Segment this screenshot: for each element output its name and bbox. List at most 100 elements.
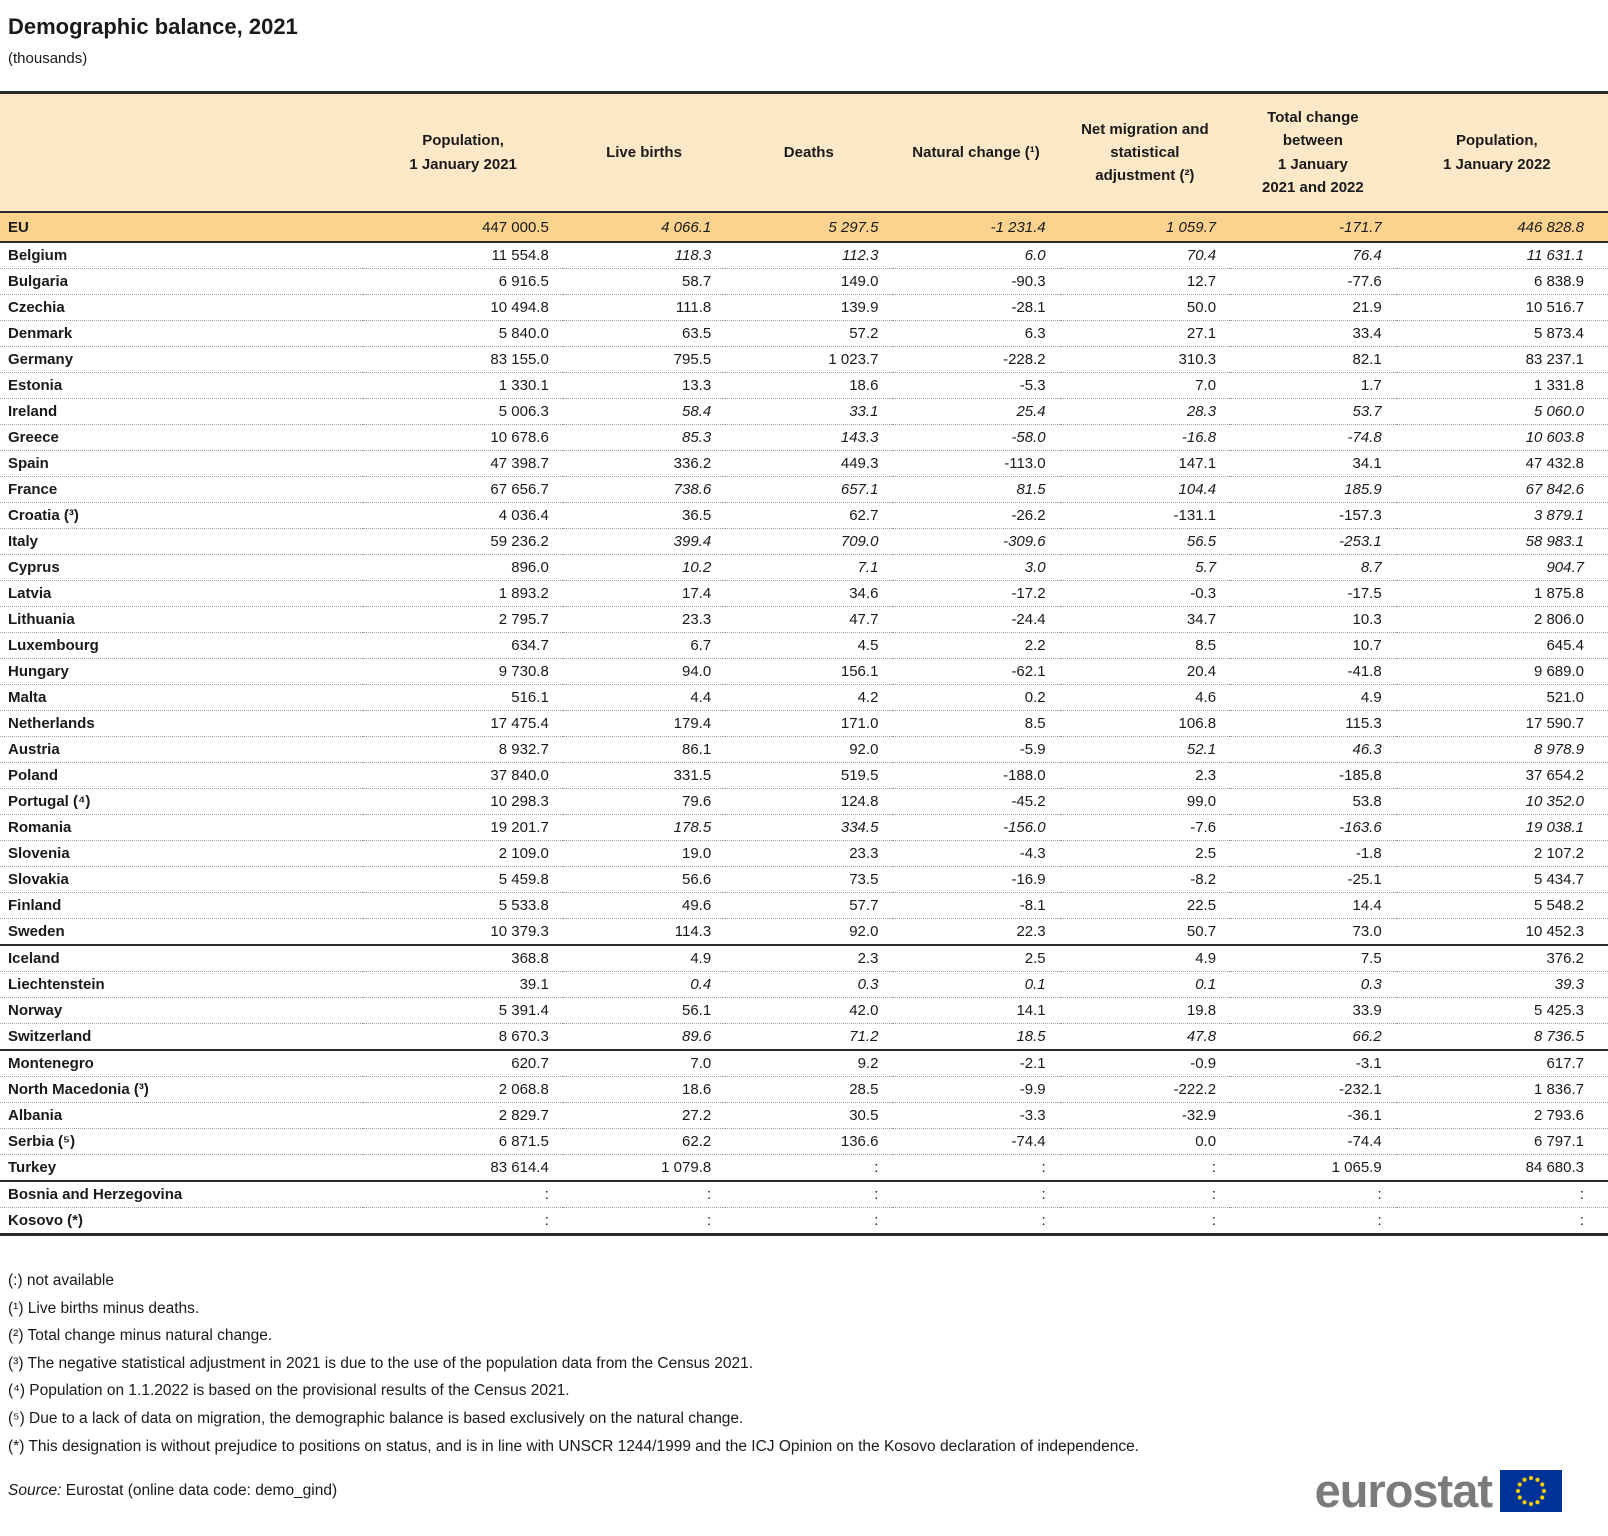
country-cell: Croatia (³) — [0, 502, 364, 529]
value-cell: 185.9 — [1230, 476, 1396, 503]
value-cell: 1 059.7 — [1059, 212, 1231, 243]
value-cell: 19 201.7 — [363, 814, 563, 841]
value-cell: 73.5 — [725, 866, 893, 893]
value-cell: 1 065.9 — [1230, 1154, 1396, 1182]
value-cell: : — [892, 1154, 1060, 1182]
value-cell: 6.7 — [562, 632, 726, 659]
value-cell: 449.3 — [725, 450, 893, 477]
value-cell: 4.9 — [562, 945, 726, 972]
value-cell: -36.1 — [1230, 1102, 1396, 1129]
table-row: Serbia (⁵) 6 871.5 62.2 136.6 -74.4 0.0 -74.4 6… — [0, 1128, 1608, 1155]
table-row: Sweden 10 379.3 114.3 92.0 22.3 50.7 73.0 10 45… — [0, 918, 1608, 946]
value-cell: 8.5 — [892, 710, 1060, 737]
table-row: Montenegro 620.7 7.0 9.2 -2.1 -0.9 -3.1 617.7 — [0, 1050, 1608, 1077]
value-cell: 8.7 — [1230, 554, 1396, 581]
value-cell: 2.3 — [725, 945, 893, 972]
value-cell: -113.0 — [892, 450, 1060, 477]
table-row: Slovenia 2 109.0 19.0 23.3 -4.3 2.5 -1.8 2 107.… — [0, 840, 1608, 867]
value-cell: 21.9 — [1230, 294, 1396, 321]
value-cell: 28.5 — [725, 1076, 893, 1103]
value-cell: 50.7 — [1059, 918, 1231, 946]
country-cell: Poland — [0, 762, 364, 789]
value-cell: 334.5 — [725, 814, 893, 841]
table-header-row: Population, 1 January 2021 Live births Dea… — [0, 91, 1608, 213]
value-cell: 57.7 — [725, 892, 893, 919]
value-cell: -25.1 — [1230, 866, 1396, 893]
value-cell: 58 983.1 — [1395, 528, 1608, 555]
column-header: Population, 1 January 2022 — [1395, 91, 1608, 213]
value-cell: 620.7 — [363, 1050, 563, 1077]
value-cell: 8.5 — [1059, 632, 1231, 659]
value-cell: 5 873.4 — [1395, 320, 1608, 347]
country-cell: Bosnia and Herzegovina — [0, 1181, 364, 1208]
value-cell: : — [725, 1154, 893, 1182]
value-cell: 53.7 — [1230, 398, 1396, 425]
value-cell: 47 432.8 — [1395, 450, 1608, 477]
value-cell: : — [1059, 1181, 1231, 1208]
value-cell: 1 079.8 — [562, 1154, 726, 1182]
value-cell: 106.8 — [1059, 710, 1231, 737]
value-cell: 4.5 — [725, 632, 893, 659]
value-cell: 1 330.1 — [363, 372, 563, 399]
value-cell: 124.8 — [725, 788, 893, 815]
table-row: Denmark 5 840.0 63.5 57.2 6.3 27.1 33.4 5 873.4 — [0, 320, 1608, 347]
value-cell: 18.5 — [892, 1023, 1060, 1051]
value-cell: -3.1 — [1230, 1050, 1396, 1077]
value-cell: 904.7 — [1395, 554, 1608, 581]
value-cell: -32.9 — [1059, 1102, 1231, 1129]
country-cell: Turkey — [0, 1154, 364, 1182]
value-cell: 58.7 — [562, 268, 726, 295]
value-cell: 70.4 — [1059, 242, 1231, 269]
table-row: Austria 8 932.7 86.1 92.0 -5.9 52.1 46.3 8 978.… — [0, 736, 1608, 763]
value-cell: 795.5 — [562, 346, 726, 373]
value-cell: 42.0 — [725, 997, 893, 1024]
value-cell: 47.7 — [725, 606, 893, 633]
country-cell: Slovakia — [0, 866, 364, 893]
value-cell: 92.0 — [725, 736, 893, 763]
value-cell: 7.5 — [1230, 945, 1396, 972]
value-cell: -3.3 — [892, 1102, 1060, 1129]
value-cell: -0.9 — [1059, 1050, 1231, 1077]
value-cell: -26.2 — [892, 502, 1060, 529]
value-cell: : — [1059, 1154, 1231, 1182]
value-cell: : — [562, 1207, 726, 1236]
value-cell: -4.3 — [892, 840, 1060, 867]
country-cell: Lithuania — [0, 606, 364, 633]
table-row: Cyprus 896.0 10.2 7.1 3.0 5.7 8.7 904.7 — [0, 554, 1608, 581]
value-cell: 37 654.2 — [1395, 762, 1608, 789]
value-cell: 118.3 — [562, 242, 726, 269]
value-cell: 10.7 — [1230, 632, 1396, 659]
value-cell: 2.5 — [1059, 840, 1231, 867]
value-cell: 115.3 — [1230, 710, 1396, 737]
country-cell: Estonia — [0, 372, 364, 399]
value-cell: -8.2 — [1059, 866, 1231, 893]
demographic-balance-table: Population, 1 January 2021 Live births Dea… — [0, 91, 1608, 1236]
country-cell: EU — [0, 212, 364, 243]
value-cell: -2.1 — [892, 1050, 1060, 1077]
value-cell: 27.1 — [1059, 320, 1231, 347]
value-cell: 58.4 — [562, 398, 726, 425]
value-cell: 11 554.8 — [363, 242, 563, 269]
country-cell: Ireland — [0, 398, 364, 425]
value-cell: 34.7 — [1059, 606, 1231, 633]
value-cell: -309.6 — [892, 528, 1060, 555]
value-cell: -74.4 — [892, 1128, 1060, 1155]
table-row: Czechia 10 494.8 111.8 139.9 -28.1 50.0 21.9 10… — [0, 294, 1608, 321]
country-cell: Iceland — [0, 945, 364, 972]
value-cell: 8 736.5 — [1395, 1023, 1608, 1051]
table-row: Belgium 11 554.8 118.3 112.3 6.0 70.4 76.4 11 6… — [0, 242, 1608, 269]
value-cell: 52.1 — [1059, 736, 1231, 763]
value-cell: 56.6 — [562, 866, 726, 893]
value-cell: 1 331.8 — [1395, 372, 1608, 399]
value-cell: 3.0 — [892, 554, 1060, 581]
country-cell: Hungary — [0, 658, 364, 685]
value-cell: 5 425.3 — [1395, 997, 1608, 1024]
value-cell: 376.2 — [1395, 945, 1608, 972]
value-cell: 10 516.7 — [1395, 294, 1608, 321]
value-cell: 516.1 — [363, 684, 563, 711]
value-cell: 9.2 — [725, 1050, 893, 1077]
value-cell: -1.8 — [1230, 840, 1396, 867]
value-cell: -28.1 — [892, 294, 1060, 321]
value-cell: 62.2 — [562, 1128, 726, 1155]
value-cell: 336.2 — [562, 450, 726, 477]
